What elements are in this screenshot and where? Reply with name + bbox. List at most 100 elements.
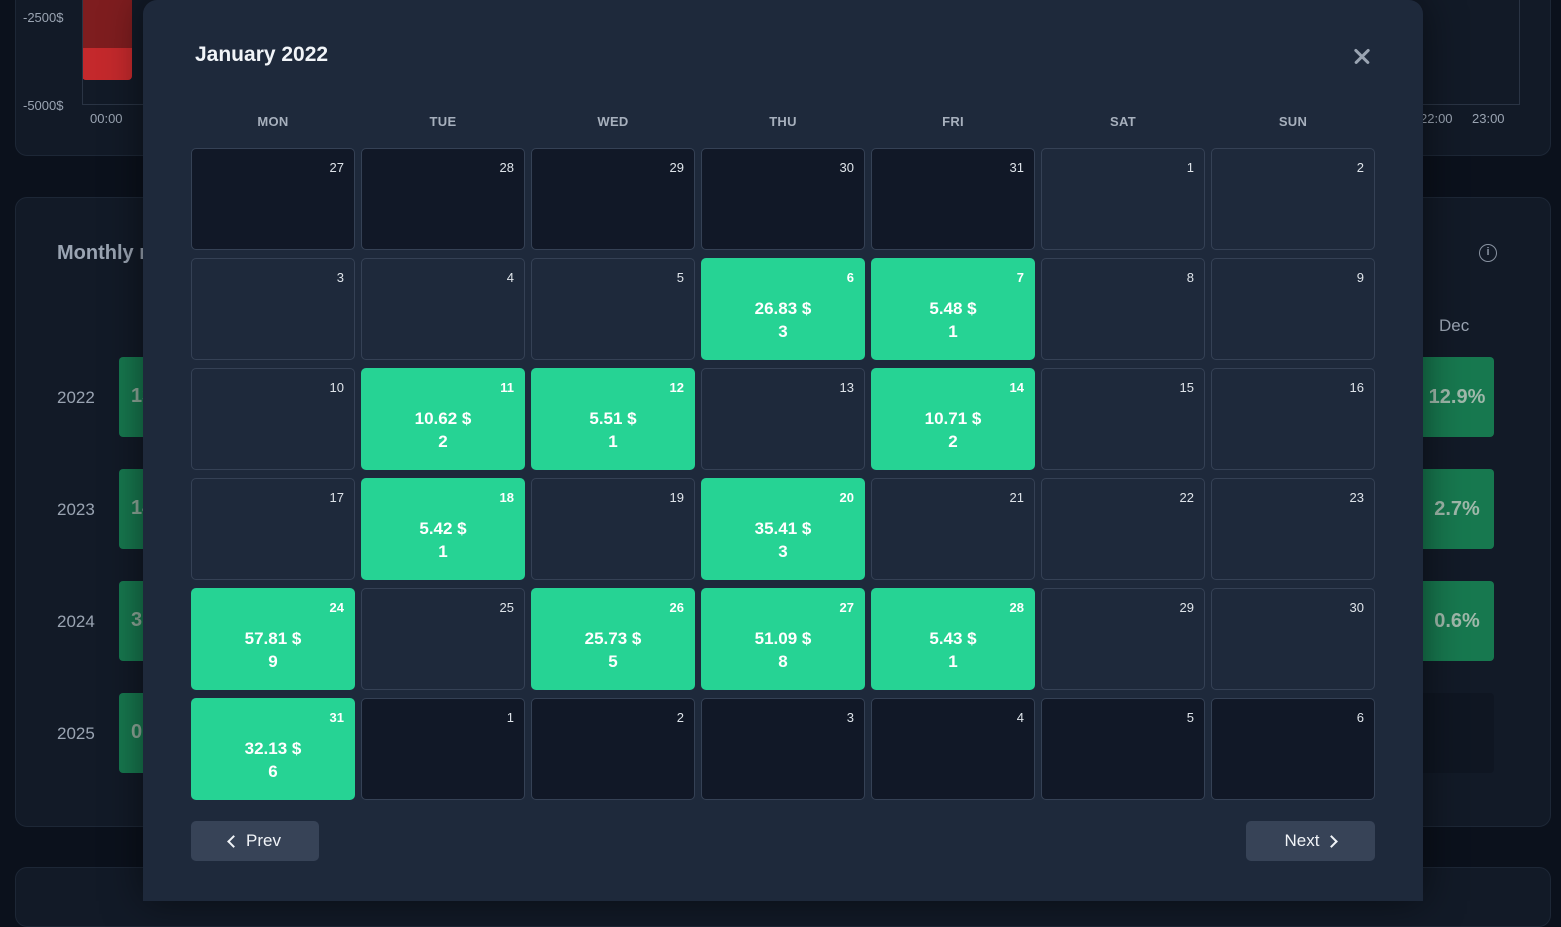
day-profit-amount: 10.71 $ [872, 409, 1034, 429]
chart-gridline [1519, 0, 1520, 104]
calendar-day-cell[interactable]: 1 [361, 698, 525, 800]
dec-return-cell[interactable]: 2.7% [1420, 469, 1494, 549]
day-trade-count: 3 [702, 322, 864, 342]
calendar-day-cell[interactable]: 9 [1211, 258, 1375, 360]
year-label: 2024 [57, 612, 95, 632]
day-profit-amount: 25.73 $ [532, 629, 694, 649]
dec-return-cell[interactable]: 0.6% [1420, 581, 1494, 661]
day-number: 10 [330, 380, 344, 395]
day-number: 1 [507, 710, 514, 725]
info-icon[interactable]: i [1479, 244, 1497, 262]
day-number: 26 [670, 600, 684, 615]
calendar-day-cell[interactable]: 13 [701, 368, 865, 470]
month-header-dec: Dec [1439, 316, 1469, 336]
chart-gridline [82, 0, 83, 104]
calendar-day-cell[interactable]: 30 [701, 148, 865, 250]
day-number: 2 [677, 710, 684, 725]
calendar-day-cell[interactable]: 4 [871, 698, 1035, 800]
close-icon[interactable] [1348, 42, 1376, 70]
weekday-label: MON [191, 114, 355, 129]
day-number: 6 [1357, 710, 1364, 725]
day-profit-amount: 57.81 $ [192, 629, 354, 649]
weekday-label: FRI [871, 114, 1035, 129]
calendar-day-cell[interactable]: 14 10.71 $ 2 [871, 368, 1035, 470]
day-trade-count: 1 [872, 322, 1034, 342]
day-number: 11 [500, 380, 514, 395]
calendar-day-cell[interactable]: 2 [1211, 148, 1375, 250]
calendar-day-cell[interactable]: 25 [361, 588, 525, 690]
calendar-day-cell[interactable]: 26 25.73 $ 5 [531, 588, 695, 690]
calendar-day-cell[interactable]: 5 [1041, 698, 1205, 800]
day-number: 24 [330, 600, 344, 615]
calendar-day-cell[interactable]: 28 [361, 148, 525, 250]
calendar-day-cell[interactable]: 23 [1211, 478, 1375, 580]
day-number: 18 [500, 490, 514, 505]
day-number: 14 [1010, 380, 1024, 395]
chart-bar-highlight [82, 48, 132, 80]
day-number: 4 [507, 270, 514, 285]
calendar-day-cell[interactable]: 29 [531, 148, 695, 250]
year-label: 2025 [57, 724, 95, 744]
calendar-day-cell[interactable]: 27 [191, 148, 355, 250]
day-number: 3 [337, 270, 344, 285]
day-number: 9 [1357, 270, 1364, 285]
calendar-day-cell[interactable]: 4 [361, 258, 525, 360]
day-number: 1 [1187, 160, 1194, 175]
calendar-day-cell[interactable]: 10 [191, 368, 355, 470]
calendar-day-cell[interactable]: 6 [1211, 698, 1375, 800]
day-trade-count: 2 [872, 432, 1034, 452]
prev-button[interactable]: Prev [191, 821, 319, 861]
calendar-day-cell[interactable]: 16 [1211, 368, 1375, 470]
day-number: 29 [670, 160, 684, 175]
calendar-day-cell[interactable]: 21 [871, 478, 1035, 580]
calendar-day-cell[interactable]: 3 [191, 258, 355, 360]
prev-label: Prev [246, 831, 281, 851]
calendar-day-cell[interactable]: 15 [1041, 368, 1205, 470]
calendar-day-cell[interactable]: 19 [531, 478, 695, 580]
weekday-label: THU [701, 114, 865, 129]
day-number: 21 [1010, 490, 1024, 505]
day-profit-amount: 5.51 $ [532, 409, 694, 429]
day-trade-count: 5 [532, 652, 694, 672]
calendar-day-cell[interactable]: 2 [531, 698, 695, 800]
weekday-label: WED [531, 114, 695, 129]
calendar-day-cell[interactable]: 5 [531, 258, 695, 360]
year-label: 2022 [57, 388, 95, 408]
calendar-day-cell[interactable]: 29 [1041, 588, 1205, 690]
y-axis-label: -5000$ [23, 98, 63, 113]
day-number: 25 [500, 600, 514, 615]
chevron-left-icon [227, 835, 240, 848]
calendar-day-cell[interactable]: 8 [1041, 258, 1205, 360]
day-number: 19 [670, 490, 684, 505]
day-number: 31 [330, 710, 344, 725]
weekday-label: TUE [361, 114, 525, 129]
next-button[interactable]: Next [1246, 821, 1375, 861]
calendar-day-cell[interactable]: 17 [191, 478, 355, 580]
dec-return-cell[interactable]: 12.9% [1420, 357, 1494, 437]
x-axis-label: 00:00 [90, 111, 123, 126]
day-number: 16 [1350, 380, 1364, 395]
day-number: 28 [500, 160, 514, 175]
calendar-day-cell[interactable]: 31 [871, 148, 1035, 250]
calendar-day-cell[interactable]: 1 [1041, 148, 1205, 250]
day-trade-count: 1 [362, 542, 524, 562]
dec-return-cell[interactable] [1420, 693, 1494, 773]
calendar-day-cell[interactable]: 30 [1211, 588, 1375, 690]
calendar-day-cell[interactable]: 22 [1041, 478, 1205, 580]
day-trade-count: 1 [872, 652, 1034, 672]
day-number: 28 [1010, 600, 1024, 615]
day-number: 27 [330, 160, 344, 175]
calendar-day-cell[interactable]: 3 [701, 698, 865, 800]
